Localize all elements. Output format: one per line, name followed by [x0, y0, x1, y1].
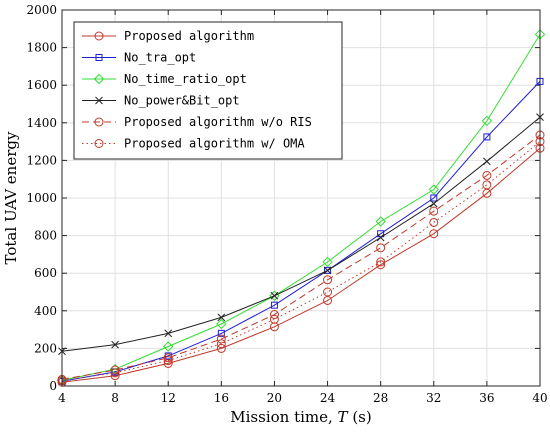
x-tick-label: 16 [214, 391, 229, 405]
series-line [61, 147, 541, 383]
data-point [429, 217, 439, 227]
x-tick-label: 32 [426, 391, 441, 405]
series-4 [58, 113, 544, 356]
legend-item: No_time_ratio_opt [82, 72, 247, 86]
legend-box [73, 21, 343, 160]
legend-marker [94, 139, 104, 148]
data-point [216, 318, 227, 330]
legend-marker [94, 117, 104, 127]
legend: Proposed algorithm No_tra_opt No_time_rati… [73, 21, 343, 160]
data-point [375, 216, 386, 227]
data-point [483, 133, 491, 141]
data-point [270, 291, 279, 300]
legend-item: No_power&Bit_opt [82, 94, 240, 108]
y-tick-label: 1400 [26, 116, 57, 130]
y-tick-label: 800 [34, 229, 57, 243]
x-tick-label: 20 [267, 391, 282, 405]
data-point [269, 314, 279, 324]
data-point [217, 329, 225, 337]
data-point [216, 334, 226, 344]
x-tick-label: 36 [479, 391, 494, 405]
legend-item: No_tra_opt [82, 51, 196, 65]
y-axis-title: Total UAV energy [2, 131, 20, 264]
data-point [376, 243, 386, 253]
legend-label: Proposed algorithm [124, 29, 254, 43]
series-line [61, 134, 541, 380]
data-point [377, 230, 385, 238]
data-point [482, 170, 492, 180]
y-tick-label: 2000 [26, 3, 57, 17]
x-tick-label: 8 [111, 391, 119, 405]
series-line [61, 34, 541, 381]
y-tick-label: 400 [34, 304, 57, 318]
data-point [217, 313, 226, 322]
legend-label: Proposed algorithm w/o RIS [124, 115, 312, 129]
data-point [322, 256, 333, 268]
y-tick-label: 1600 [26, 78, 57, 92]
legend-label: No_time_ratio_opt [124, 72, 247, 86]
data-point [429, 229, 439, 239]
x-axis-title-variable: T [338, 408, 349, 426]
data-point [163, 353, 173, 363]
data-point [163, 341, 174, 352]
series-line [61, 141, 541, 382]
x-tick-label: 40 [532, 391, 547, 405]
y-tick-label: 1000 [26, 191, 57, 205]
data-point [428, 184, 439, 195]
data-point [110, 365, 120, 375]
series-6 [57, 137, 545, 386]
legend-item: Proposed algorithm w/ OMA [82, 137, 305, 151]
data-point [323, 275, 333, 285]
legend-marker [95, 54, 103, 61]
data-point [110, 368, 120, 378]
legend-marker [94, 31, 104, 41]
data-point [269, 310, 279, 320]
plot-frame [61, 9, 541, 387]
x-tick-label: 28 [373, 391, 388, 405]
data-point [483, 157, 491, 166]
x-tick-label: 12 [161, 391, 176, 405]
y-tick-label: 1800 [26, 41, 57, 55]
x-axis-title-suffix: (s) [348, 408, 372, 426]
data-point [481, 115, 493, 127]
y-tick-label: 0 [49, 379, 57, 393]
data-point [216, 339, 226, 349]
data-point [270, 301, 278, 309]
data-point [324, 266, 332, 274]
legend-marker [93, 73, 105, 85]
data-point [216, 343, 226, 353]
data-point [323, 266, 332, 275]
data-point [430, 194, 438, 202]
data-point [164, 352, 172, 360]
data-point [376, 257, 386, 267]
data-point [323, 287, 333, 297]
legend-item: Proposed algorithm [82, 29, 254, 43]
legend-marker [95, 96, 103, 105]
series-line [61, 116, 541, 352]
data-point [163, 356, 173, 366]
x-axis-ticks: 4 8 12 16 20 24 28 32 36 40 [58, 10, 548, 405]
legend-label: No_power&Bit_opt [124, 94, 240, 108]
data-point [429, 206, 439, 216]
y-tick-label: 600 [34, 266, 57, 280]
x-axis-title-prefix: Mission time, [230, 408, 337, 426]
data-point [482, 180, 492, 190]
y-tick-label: 200 [34, 341, 57, 355]
data-point [376, 233, 385, 242]
series-5 [57, 130, 545, 384]
legend-label: No_tra_opt [124, 51, 196, 65]
x-tick-label: 24 [320, 391, 336, 405]
x-axis-title: Mission time, T (s) [230, 408, 371, 426]
legend-item: Proposed algorithm w/o RIS [82, 115, 312, 129]
y-tick-label: 1200 [26, 153, 57, 167]
data-point [429, 199, 438, 208]
legend-label: Proposed algorithm w/ OMA [124, 137, 305, 151]
x-tick-label: 4 [58, 391, 66, 405]
data-point [111, 340, 119, 349]
data-point [164, 329, 173, 338]
data-point [163, 358, 173, 368]
